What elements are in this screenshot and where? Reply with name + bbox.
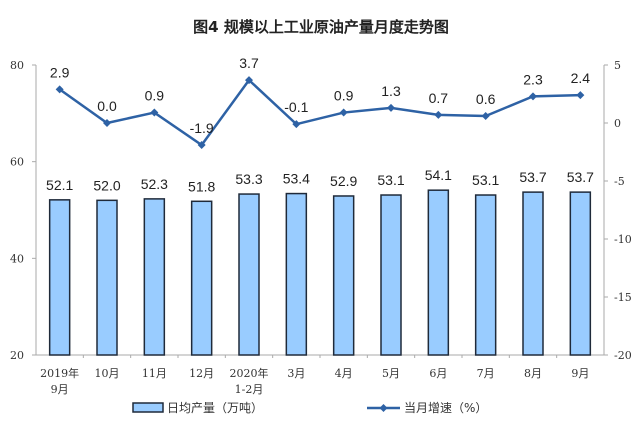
legend-bar-label: 日均产量（万吨） [167,401,263,415]
bar [96,199,118,356]
line-value-label: 0.9 [145,88,165,104]
bar-value-label: 53.1 [472,172,499,188]
line-marker [150,108,159,117]
category-label: 8月 [524,367,542,380]
bar-value-label: 52.3 [141,176,168,192]
legend-bar-swatch [132,402,164,413]
bar-value-label: 52.0 [93,177,120,193]
bar-value-label: 53.3 [235,171,262,187]
category-label: 6月 [429,367,447,380]
line-value-label: 2.4 [571,70,591,86]
bar-value-label: 54.1 [425,167,452,183]
line-value-label: 0.6 [476,91,496,107]
growth-line [58,78,581,147]
category-label: 9月 [571,367,589,380]
left-tick-label: 20 [10,349,24,362]
right-tick-label: -5 [614,175,625,188]
category-label: 2019年 [40,366,79,380]
bar [522,191,544,356]
line-marker [529,92,537,101]
bar [427,189,450,356]
bar [474,194,497,356]
line-value-label: -1.9 [190,120,214,136]
bar-value-label: 52.1 [46,177,73,193]
left-tick-label: 60 [10,156,24,169]
line-marker [103,119,111,127]
line-value-label: 0.0 [97,98,117,114]
line-marker [55,85,64,94]
bar [569,191,592,356]
category-label: 4月 [335,367,353,380]
right-tick-label: 0 [614,117,621,130]
category-label: 5月 [382,367,400,380]
chart-title: 图4 规模以上工业原油产量月度走势图 [193,18,449,36]
line-value-label: 3.7 [239,55,259,71]
bar [238,193,260,356]
category-label: 11月 [142,367,167,380]
category-label: 2020年 [230,366,269,380]
bar [285,192,308,356]
line-marker [292,120,301,129]
right-tick-label: -20 [614,349,632,362]
line-value-label: -0.1 [284,99,308,115]
bar [143,198,166,356]
bar-value-label: 53.1 [377,172,404,188]
line-marker [245,76,253,85]
line-marker [481,112,490,121]
category-label: 7月 [477,367,495,380]
bar-value-label: 53.7 [567,169,594,185]
category-label: 9月 [51,383,69,396]
right-tick-label: 5 [614,59,621,72]
line-value-label: 2.9 [50,64,70,80]
category-label: 3月 [287,367,305,380]
category-label: 1-2月 [235,383,264,396]
line-marker [197,141,206,150]
line-value-label: 0.9 [334,88,354,104]
bar [48,199,71,356]
legend-line-marker [379,404,388,412]
right-tick-label: -10 [614,233,632,246]
line-marker [387,103,395,112]
line-value-label: 2.3 [523,71,543,87]
line-marker [339,108,348,117]
category-label: 12月 [189,367,214,380]
bar [190,200,213,356]
line-marker [576,91,585,100]
left-tick-label: 40 [10,252,24,265]
left-tick-label: 80 [10,59,24,72]
line-marker [434,110,443,119]
legend-line-label: 当月增速（%） [404,401,487,415]
bar-value-label: 52.9 [330,173,357,189]
right-tick-label: -15 [614,291,632,304]
bar [380,194,402,356]
category-label: 10月 [95,367,120,380]
bar-value-label: 53.7 [519,169,546,185]
line-value-label: 0.7 [429,90,449,106]
bar-value-label: 53.4 [283,171,310,187]
line-value-label: 1.3 [381,83,401,99]
bar [332,195,355,356]
bar-value-label: 51.8 [188,178,215,194]
